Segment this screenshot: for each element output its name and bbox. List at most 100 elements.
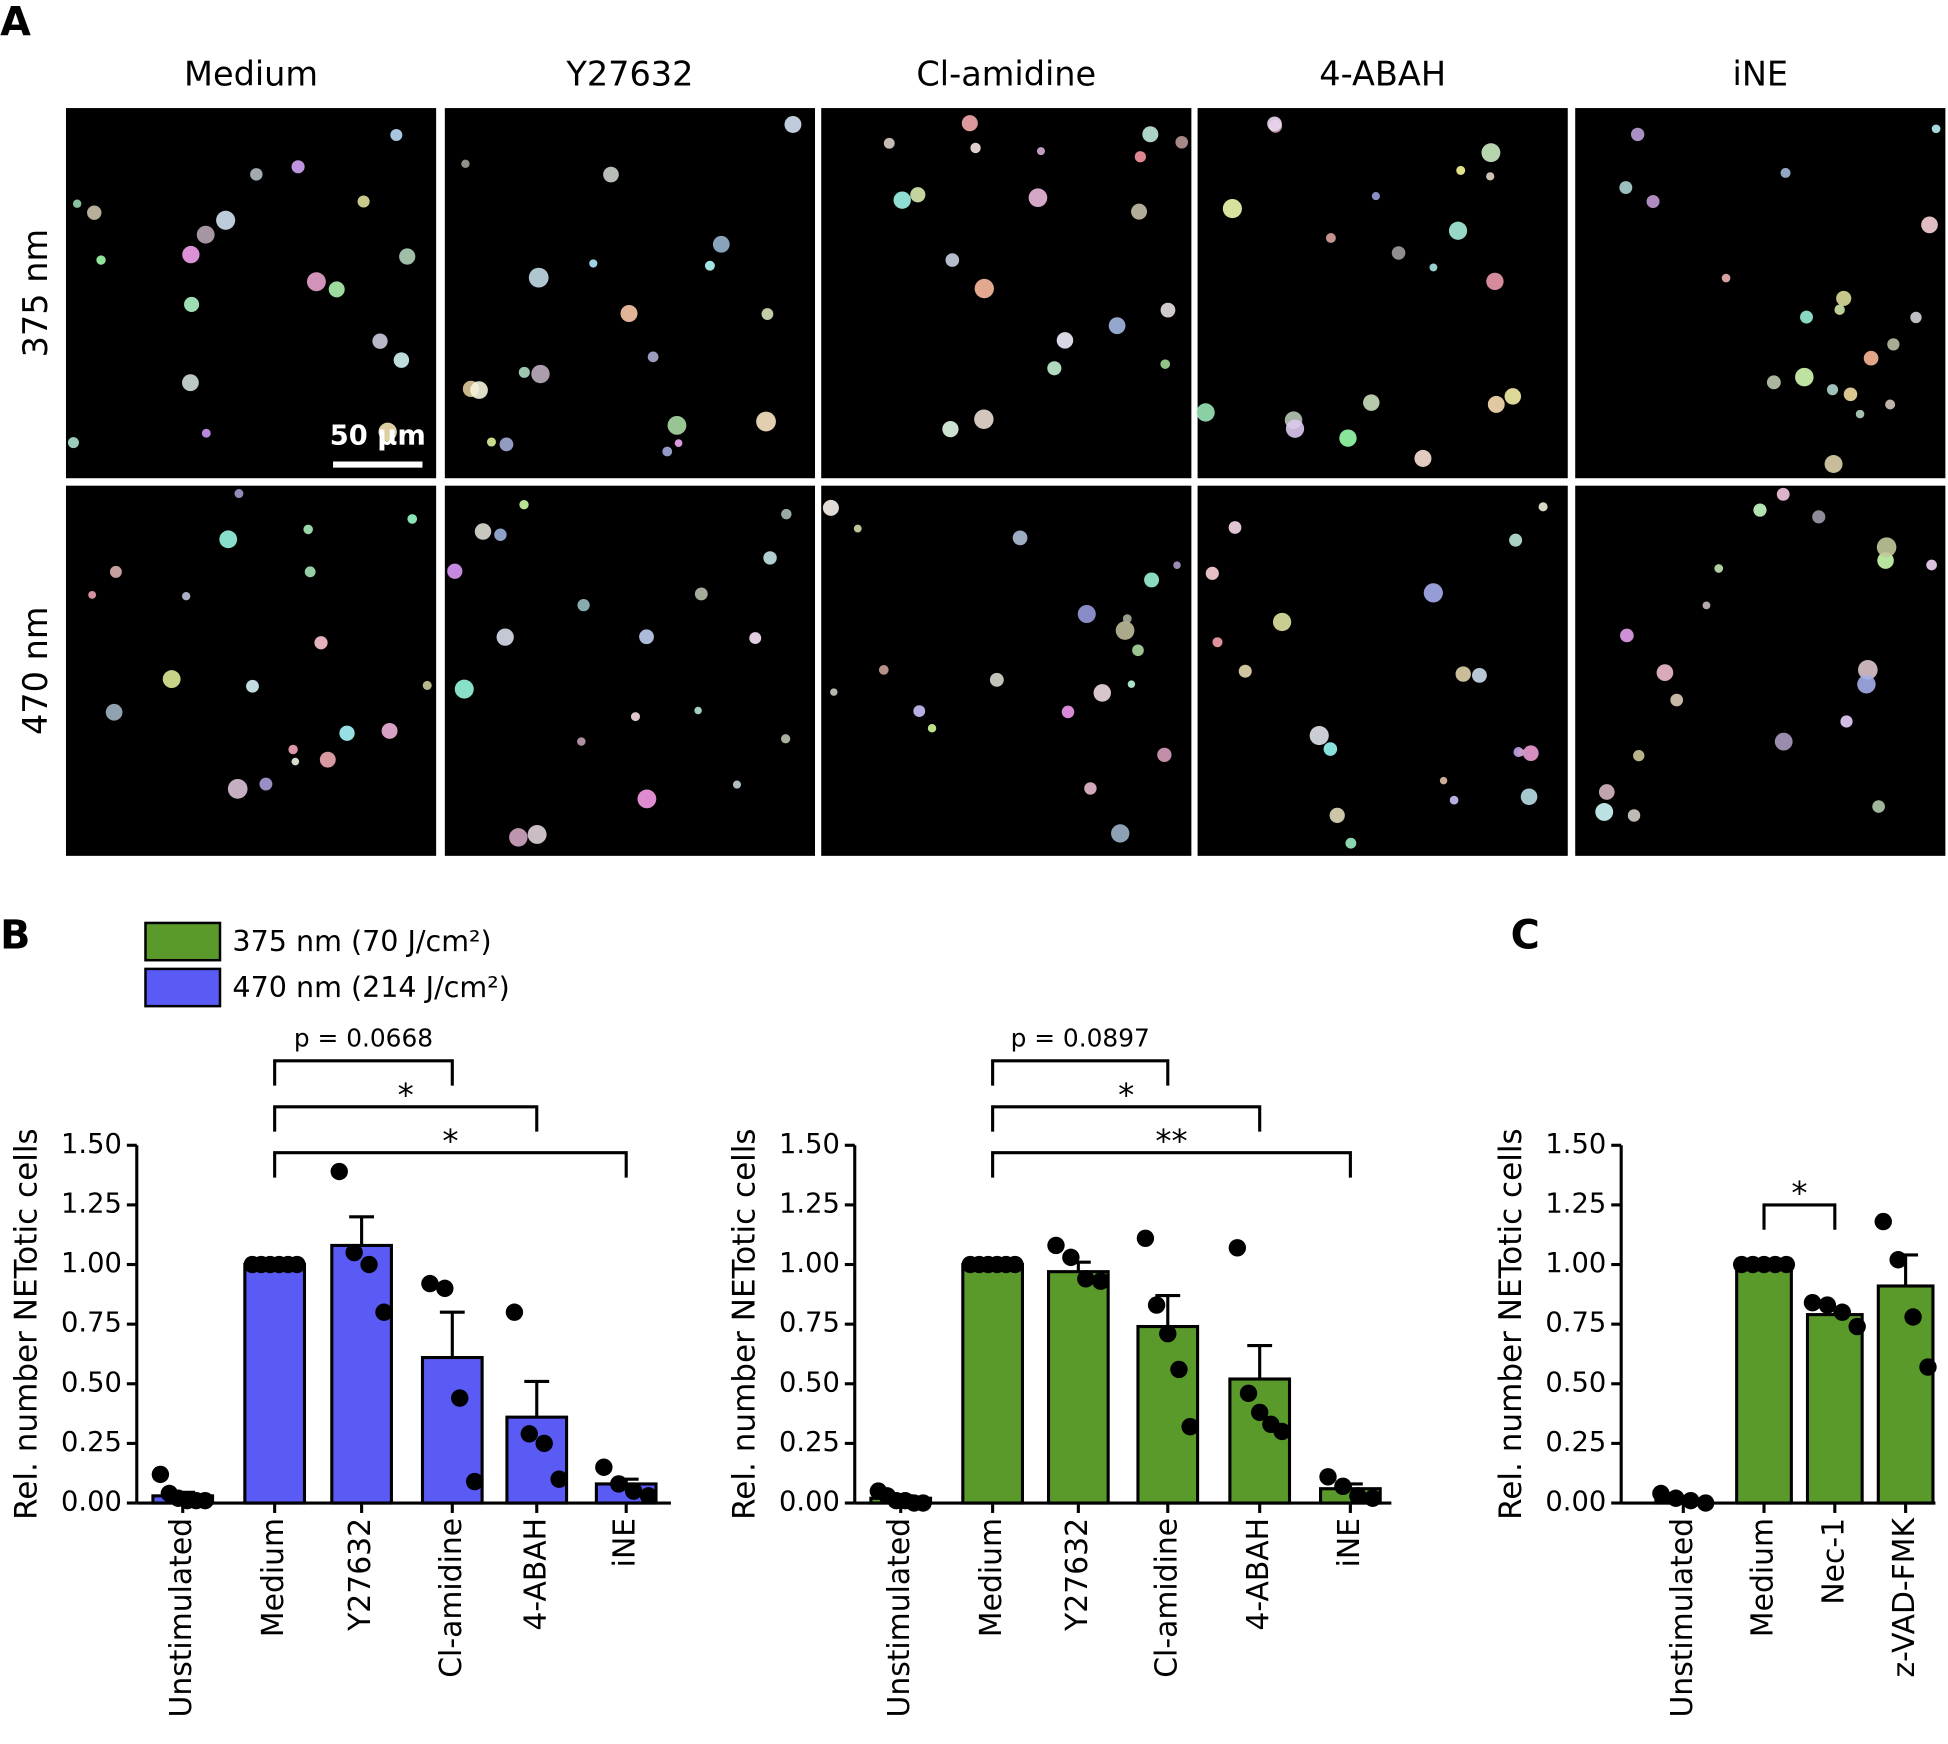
cell <box>1795 367 1814 387</box>
cell <box>1448 221 1468 240</box>
data-point <box>1006 1255 1024 1274</box>
cell <box>910 187 926 203</box>
cell <box>1423 583 1443 603</box>
cell <box>1212 637 1223 648</box>
cell <box>1084 782 1097 795</box>
cell <box>1619 181 1633 195</box>
cell <box>1834 304 1845 315</box>
significance-label: * <box>1791 1174 1807 1212</box>
cell <box>639 629 654 645</box>
x-tick-label: Unstimulated <box>164 1518 199 1718</box>
cell <box>945 253 960 267</box>
cell <box>303 524 313 535</box>
cell <box>1885 399 1896 410</box>
cell <box>1776 487 1790 501</box>
column-label: Y27632 <box>565 54 693 93</box>
y-axis-label: Rel. number NETotic cells <box>1493 1128 1529 1520</box>
cell <box>72 199 82 208</box>
y-tick-label: 1.00 <box>779 1248 840 1279</box>
cell <box>201 428 211 438</box>
cell <box>509 828 528 847</box>
cell <box>1439 776 1448 785</box>
data-point <box>1181 1418 1199 1436</box>
data-point <box>421 1274 439 1293</box>
cell <box>1115 621 1135 640</box>
cell <box>577 599 590 612</box>
cell <box>1391 246 1406 260</box>
cell <box>1840 715 1853 728</box>
cell <box>589 259 598 268</box>
cell <box>1329 807 1345 824</box>
error-bar <box>349 1215 375 1246</box>
data-point <box>1228 1239 1247 1257</box>
cell <box>674 439 683 447</box>
data-point <box>1919 1358 1937 1376</box>
cell <box>304 566 316 578</box>
significance-bracket <box>1762 1203 1837 1230</box>
cell <box>319 751 336 768</box>
y-tick-label: 0.00 <box>61 1487 122 1518</box>
cell <box>470 381 488 399</box>
y-tick-label: 0.50 <box>61 1367 122 1398</box>
cell <box>1093 684 1112 702</box>
cell <box>219 530 238 549</box>
panel-label: A <box>0 0 31 45</box>
data-point <box>1889 1251 1907 1269</box>
cell <box>1910 311 1922 324</box>
cell <box>756 411 776 432</box>
cell <box>763 551 777 565</box>
data-point <box>436 1279 454 1298</box>
cell <box>1472 667 1487 683</box>
cell <box>853 524 862 533</box>
cell <box>1309 725 1329 746</box>
error-bar <box>524 1379 550 1418</box>
bar <box>1228 1377 1292 1505</box>
cell <box>1160 359 1171 369</box>
x-tick-label: z-VAD-FMK <box>1887 1516 1922 1677</box>
cell <box>667 415 687 435</box>
cell <box>109 565 122 578</box>
cell <box>883 137 895 149</box>
cell <box>603 166 619 183</box>
cell <box>1414 449 1432 467</box>
cell <box>927 724 937 733</box>
cell <box>288 744 298 755</box>
cell <box>1205 566 1219 580</box>
cell <box>250 168 263 181</box>
micrograph <box>821 485 1192 856</box>
y-tick-label: 0.75 <box>1545 1308 1606 1339</box>
x-tick-label: Medium <box>1746 1518 1781 1637</box>
data-point <box>1239 1384 1258 1403</box>
data-point <box>1874 1212 1892 1231</box>
y-tick-label: 1.00 <box>1545 1248 1606 1279</box>
data-point <box>520 1425 538 1443</box>
cell <box>1670 693 1684 707</box>
cell <box>1486 172 1495 181</box>
significance-bracket <box>273 1105 539 1132</box>
cell <box>1627 809 1641 822</box>
cell <box>1780 167 1791 178</box>
cell <box>712 235 730 253</box>
data-point <box>624 1482 643 1500</box>
micrograph <box>65 108 437 479</box>
significance-bracket <box>991 1151 1352 1178</box>
cell <box>637 789 657 809</box>
data-point <box>360 1255 378 1274</box>
cell <box>1481 143 1501 163</box>
cell <box>1620 628 1634 643</box>
cell <box>694 587 708 601</box>
micrograph <box>65 485 437 856</box>
cell <box>357 195 370 208</box>
x-tick-label: iNE <box>1332 1518 1367 1567</box>
data-point <box>1652 1484 1670 1503</box>
cell <box>461 159 470 169</box>
cell <box>1196 403 1215 422</box>
cell <box>519 499 529 510</box>
cell <box>1926 559 1937 571</box>
y-tick-label: 0.00 <box>1545 1487 1606 1518</box>
data-point <box>1818 1296 1837 1314</box>
cell <box>314 636 328 650</box>
data-point <box>1803 1293 1822 1312</box>
cell <box>781 508 792 520</box>
cell <box>1876 537 1897 557</box>
